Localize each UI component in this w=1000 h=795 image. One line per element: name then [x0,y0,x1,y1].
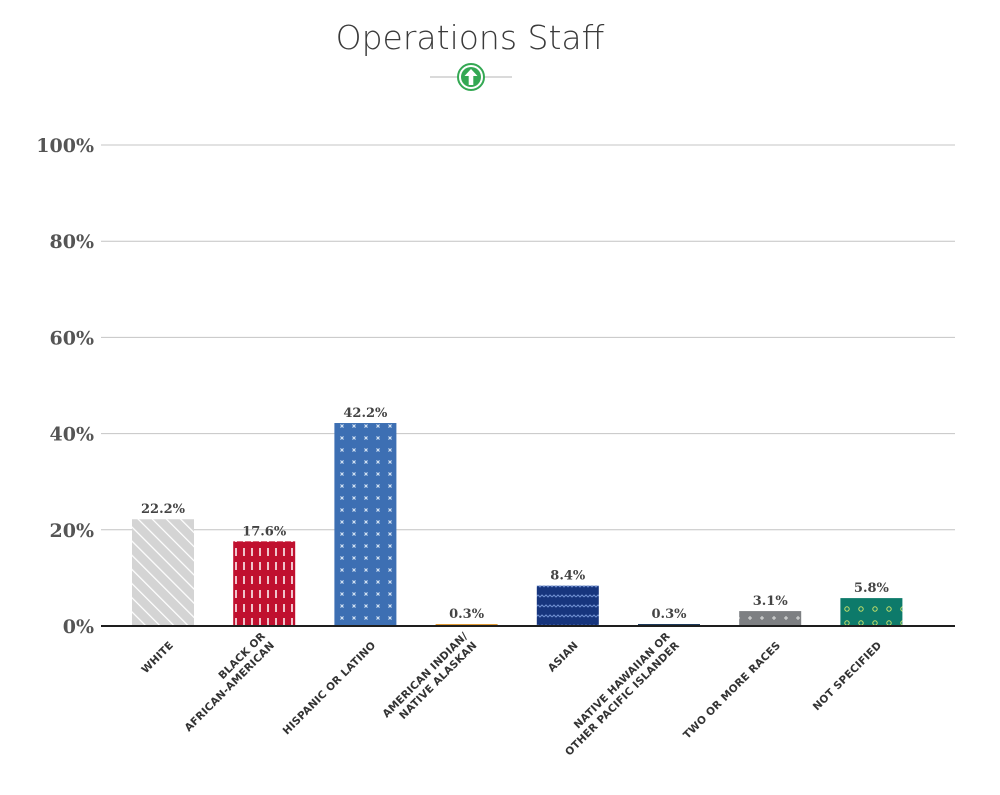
bar [334,423,397,626]
y-tick-label: 100% [36,135,94,157]
y-tick-label: 0% [63,616,94,638]
up-arrow-indicator [430,63,512,91]
bar-value-label: 8.4% [550,569,586,584]
x-tick-label-line: AMERICAN INDIAN/ [380,630,470,720]
x-tick-label: AMERICAN INDIAN/NATIVE ALASKAN [380,630,479,722]
bars [132,423,903,626]
value-labels: 22.2% 17.6% 42.2% 0.3% 8.4% 0.3% 3.1% 5.8% [141,406,890,622]
bar-value-label: 3.1% [753,594,789,609]
bar-value-label: 5.8% [854,581,890,596]
chart-title: Operations Staff [336,18,605,57]
x-tick-label: ASIAN [546,639,581,674]
bar-value-label: 0.3% [652,607,688,622]
x-tick-label-line: NATIVE ALASKAN [397,639,479,721]
x-tick-label: HISPANIC OR LATINO [281,639,379,737]
x-tick-label: WHITE [139,639,176,676]
x-tick-label-line: WHITE [139,639,176,676]
y-tick-label: 80% [50,231,95,253]
bar-value-label: 0.3% [449,607,485,622]
x-tick-label: TWO OR MORE RACES [681,639,783,741]
y-tick-label: 60% [50,327,95,349]
bar [739,611,802,626]
green-up-arrow-circle-icon [457,63,485,91]
y-tick-label: 20% [50,520,95,542]
bar [840,598,903,626]
x-tick-label-line: TWO OR MORE RACES [681,639,783,741]
y-tick-label: 40% [50,424,95,446]
bar-value-label: 22.2% [141,502,186,517]
x-tick-label-line: ASIAN [546,639,581,674]
x-tick-label: NOT SPECIFIED [811,639,885,713]
bar [536,585,599,626]
x-tick-label-line: AFRICAN-AMERICAN [183,639,278,734]
y-axis-ticks: 0% 20% 40% 60% 80% 100% [36,135,94,638]
bar-value-label: 17.6% [242,524,287,539]
x-tick-label-line: HISPANIC OR LATINO [281,639,379,737]
x-tick-label-line: NATIVE HAWAIIAN OR [572,630,673,731]
x-tick-label-line: NOT SPECIFIED [811,639,885,713]
bar [233,541,296,626]
gridlines [101,144,955,531]
bar-value-label: 42.2% [343,406,388,421]
x-tick-label-line: OTHER PACIFIC ISLANDER [563,639,682,758]
bar [132,519,194,626]
